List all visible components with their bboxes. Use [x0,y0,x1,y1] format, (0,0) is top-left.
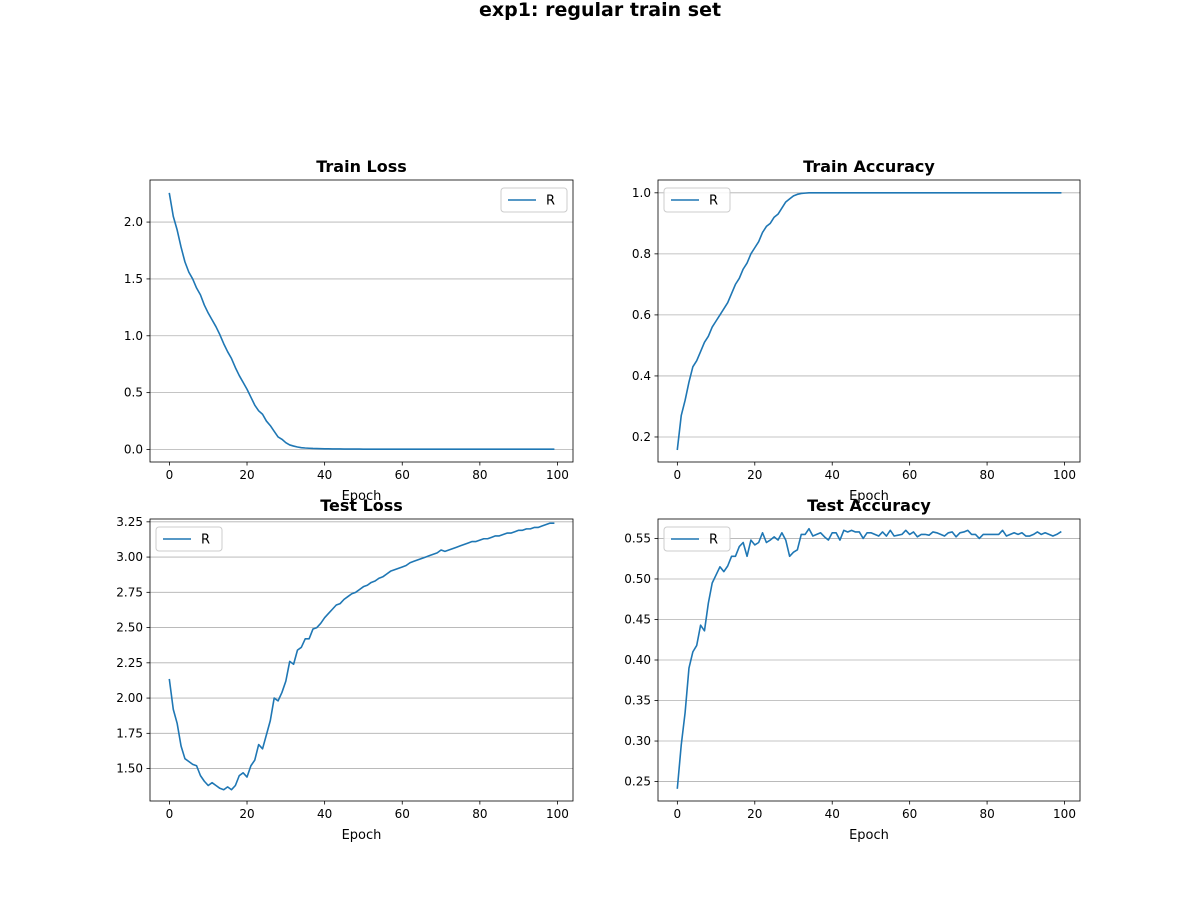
x-tick-label: 20 [747,468,762,482]
x-tick-label: 0 [674,468,682,482]
y-tick-label: 0.5 [124,386,143,400]
x-tick-label: 80 [472,468,487,482]
x-tick-label: 60 [395,807,410,821]
x-tick-label: 100 [546,468,569,482]
test-accuracy-subplot: 0.25 0.30 0.35 0.40 0.45 0.50 0.55 0 20 40 60 80 100… [624,496,1081,843]
subplot-title: Train Accuracy [803,157,935,176]
x-tick-label: 80 [979,468,994,482]
y-tick-label: 0.35 [624,694,651,708]
x-tick-label: 40 [317,468,332,482]
y-tick-label: 0.4 [632,369,651,383]
axes-frame [149,179,574,463]
y-tick-label: 0.45 [624,612,651,626]
x-axis-label: Epoch [849,489,889,504]
test-accuracy-line-r [676,527,1062,789]
train-loss-line-r [168,192,555,450]
train-loss-subplot: 0.0 0.5 1.0 1.5 2.0 0 20 40 60 80 100 Train Loss Epo… [124,157,574,504]
test-loss-subplot: 1.50 1.75 2.00 2.25 2.50 2.75 3.00 3.25 0 20 40 60 8… [116,496,574,843]
y-tick-label: 0.40 [624,653,651,667]
y-tick-label: 1.0 [124,329,143,343]
y-tick-label: 2.75 [116,585,143,599]
x-tick-label: 0 [166,468,174,482]
subplot-title: Train Loss [316,157,407,176]
legend-label: R [709,533,718,548]
x-tick-label: 20 [747,807,762,821]
x-axis-label: Epoch [342,828,382,843]
train-accuracy-line-r [676,192,1062,451]
x-tick-label: 20 [239,468,254,482]
legend: R [663,526,731,552]
y-tick-label: 2.0 [124,215,143,229]
x-tick-label: 0 [166,807,174,821]
subplot-title: Test Accuracy [807,496,931,515]
x-tick-label: 60 [395,468,410,482]
x-tick-label: 80 [472,807,487,821]
legend-label: R [201,533,210,548]
x-tick-label: 0 [674,807,682,821]
axes-frame [657,518,1081,802]
y-tick-label: 2.50 [116,621,143,635]
legend: R [500,187,568,213]
test-loss-line-r [168,522,555,791]
x-tick-label: 100 [1053,807,1076,821]
x-tick-label: 60 [902,468,917,482]
legend: R [663,187,731,213]
y-tick-label: 0.8 [632,247,651,261]
train-accuracy-subplot: 0.2 0.4 0.6 0.8 1.0 0 20 40 60 80 100 Train Accurac… [632,157,1081,504]
y-tick-label: 0.30 [624,734,651,748]
axes-frame [149,518,574,802]
subplot-title: Test Loss [320,496,403,515]
legend: R [155,526,223,552]
y-tick-label: 0.25 [624,775,651,789]
x-tick-label: 100 [1053,468,1076,482]
y-tick-label: 0.6 [632,308,651,322]
x-tick-label: 100 [546,807,569,821]
y-tick-label: 1.5 [124,272,143,286]
y-tick-label: 2.00 [116,691,143,705]
y-tick-label: 1.50 [116,762,143,776]
legend-label: R [709,194,718,209]
y-tick-label: 1.0 [632,186,651,200]
axes-frame [657,179,1081,463]
y-tick-label: 0.2 [632,430,651,444]
x-tick-label: 80 [979,807,994,821]
y-tick-label: 3.00 [116,550,143,564]
x-tick-label: 40 [825,468,840,482]
x-axis-label: Epoch [849,828,889,843]
x-tick-label: 60 [902,807,917,821]
figure-title: exp1: regular train set [479,0,721,21]
legend-label: R [546,194,555,209]
y-tick-label: 1.75 [116,726,143,740]
y-tick-label: 3.25 [116,515,143,529]
x-tick-label: 40 [317,807,332,821]
y-tick-label: 2.25 [116,656,143,670]
x-tick-label: 40 [825,807,840,821]
x-tick-label: 20 [239,807,254,821]
y-tick-label: 0.0 [124,442,143,456]
x-axis-label: Epoch [342,489,382,504]
y-tick-label: 0.50 [624,572,651,586]
y-tick-label: 0.55 [624,531,651,545]
